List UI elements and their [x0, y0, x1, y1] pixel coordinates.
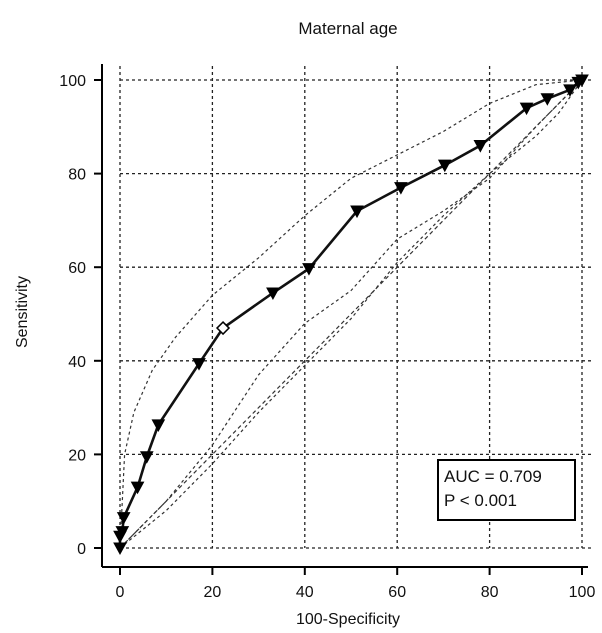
- roc-point-marker: [394, 182, 408, 195]
- y-tick-label: 80: [68, 167, 86, 184]
- roc-point-marker: [519, 102, 534, 116]
- roc-point-marker: [115, 526, 130, 539]
- roc-point-marker: [563, 84, 577, 97]
- p-value-text: P < 0.001: [444, 491, 517, 510]
- roc-point-marker: [192, 358, 206, 371]
- x-tick-label: 40: [296, 584, 314, 601]
- x-tick-label: 80: [481, 584, 499, 601]
- ci-mid-line: [119, 79, 583, 549]
- x-axis-label: 100-Specificity: [296, 611, 400, 628]
- roc-point-marker: [473, 140, 488, 153]
- roc-point-marker: [437, 159, 452, 173]
- x-tick-label: 60: [388, 584, 406, 601]
- roc-point-marker: [116, 512, 131, 525]
- annotation-frame: [437, 459, 576, 521]
- roc-point-marker: [350, 205, 364, 219]
- roc-point-marker: [302, 263, 316, 276]
- ci-lower-line: [119, 79, 583, 549]
- roc-point-marker: [575, 74, 589, 88]
- y-tick-label: 40: [68, 354, 86, 371]
- y-tick-label: 60: [68, 260, 86, 277]
- roc-point-marker: [130, 481, 145, 495]
- x-tick-label: 100: [569, 584, 596, 601]
- auc-text: AUC = 0.709: [444, 467, 542, 486]
- roc-point-marker: [113, 542, 127, 556]
- y-tick-label: 0: [77, 541, 86, 558]
- reference-line: [119, 79, 583, 549]
- annotation-box: AUC = 0.709 P < 0.001: [437, 459, 576, 521]
- tick-group: 0 20 40 60 80 100 0 20 40 60 80 100: [59, 73, 595, 601]
- y-tick-label: 20: [68, 447, 86, 464]
- x-tick-label: 20: [204, 584, 222, 601]
- roc-point-marker: [151, 419, 166, 432]
- roc-point-marker: [266, 287, 280, 300]
- chart-title: Maternal age: [298, 19, 397, 38]
- ci-upper-line: [119, 79, 583, 549]
- roc-point-marker: [139, 451, 154, 464]
- optimal-cutoff-marker: [215, 320, 231, 336]
- marker-group: [113, 74, 589, 556]
- y-tick-label: 100: [59, 73, 86, 90]
- roc-point-marker: [540, 93, 555, 106]
- x-tick-label: 0: [116, 584, 125, 601]
- y-axis-label: Sensitivity: [14, 276, 31, 348]
